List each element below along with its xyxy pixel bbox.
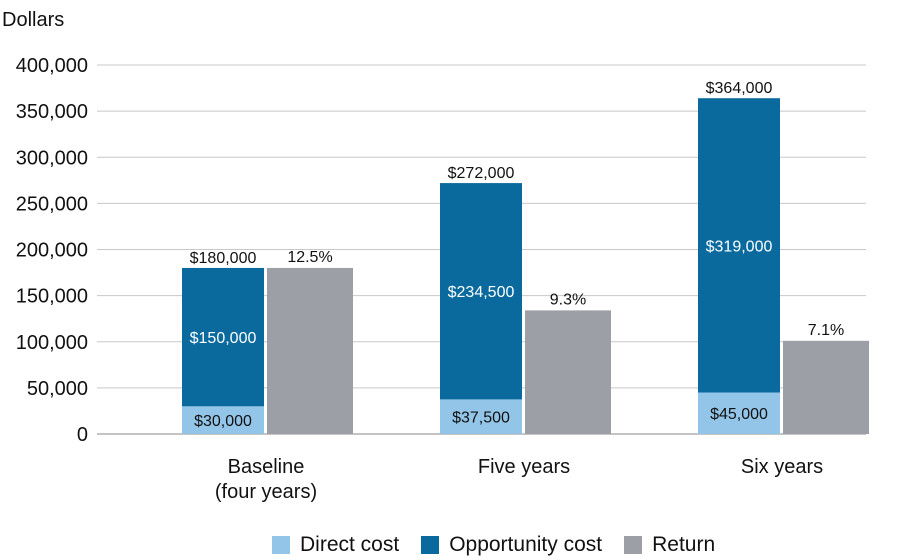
data-label-total: $364,000 xyxy=(706,80,773,97)
data-label-direct-cost: $37,500 xyxy=(452,410,510,427)
bar-direct-cost xyxy=(698,392,780,434)
data-label-total: $272,000 xyxy=(448,165,515,182)
y-tick-label: 0 xyxy=(77,424,88,446)
data-label-return: 7.1% xyxy=(808,322,844,339)
data-label-opportunity-cost: $150,000 xyxy=(190,330,257,347)
y-tick-label: 50,000 xyxy=(27,378,88,400)
y-tick-label: 150,000 xyxy=(16,286,88,308)
bar-opportunity-cost xyxy=(440,183,522,400)
x-tick-label: Five years xyxy=(478,456,570,478)
legend-swatch-return xyxy=(624,536,643,554)
bar-direct-cost xyxy=(440,399,522,434)
legend-item-return: Return xyxy=(624,533,715,557)
legend-label-direct-cost: Direct cost xyxy=(300,533,400,556)
legend-item-opportunity-cost: Opportunity cost xyxy=(421,533,602,557)
y-tick-label: 300,000 xyxy=(16,147,88,169)
x-tick-label: Six years xyxy=(741,456,823,478)
data-label-return: 12.5% xyxy=(287,249,332,266)
legend-label-opportunity-cost: Opportunity cost xyxy=(449,533,603,556)
legend: Direct cost Opportunity cost Return xyxy=(272,533,737,557)
bar-return xyxy=(267,267,353,434)
data-label-direct-cost: $30,000 xyxy=(194,413,252,430)
bar-return xyxy=(783,340,869,434)
y-tick-label: 400,000 xyxy=(16,55,88,77)
legend-swatch-opportunity-cost xyxy=(421,536,440,554)
bar-return xyxy=(525,310,611,434)
bar-opportunity-cost xyxy=(182,267,264,407)
y-tick-label: 200,000 xyxy=(16,240,88,262)
data-label-opportunity-cost: $234,500 xyxy=(448,284,515,301)
data-label-total: $180,000 xyxy=(190,250,257,267)
data-label-direct-cost: $45,000 xyxy=(710,406,768,423)
chart: Dollars 0 50,000 100,000 150,000 200,000 250,0… xyxy=(2,9,869,503)
x-tick-label: Baseline xyxy=(228,456,305,478)
legend-item-direct-cost: Direct cost xyxy=(272,533,399,557)
y-tick-label: 250,000 xyxy=(16,193,88,215)
data-label-return: 9.3% xyxy=(550,291,586,308)
legend-swatch-direct-cost xyxy=(272,536,290,554)
x-tick-label-line2: (four years) xyxy=(215,481,317,503)
y-tick-label: 100,000 xyxy=(16,332,88,354)
legend-label-return: Return xyxy=(652,533,716,556)
bar-opportunity-cost xyxy=(698,98,780,393)
data-label-opportunity-cost: $319,000 xyxy=(706,238,773,255)
y-tick-label: 350,000 xyxy=(16,101,88,123)
bar-direct-cost xyxy=(182,406,264,434)
y-axis-title: Dollars xyxy=(2,9,64,31)
